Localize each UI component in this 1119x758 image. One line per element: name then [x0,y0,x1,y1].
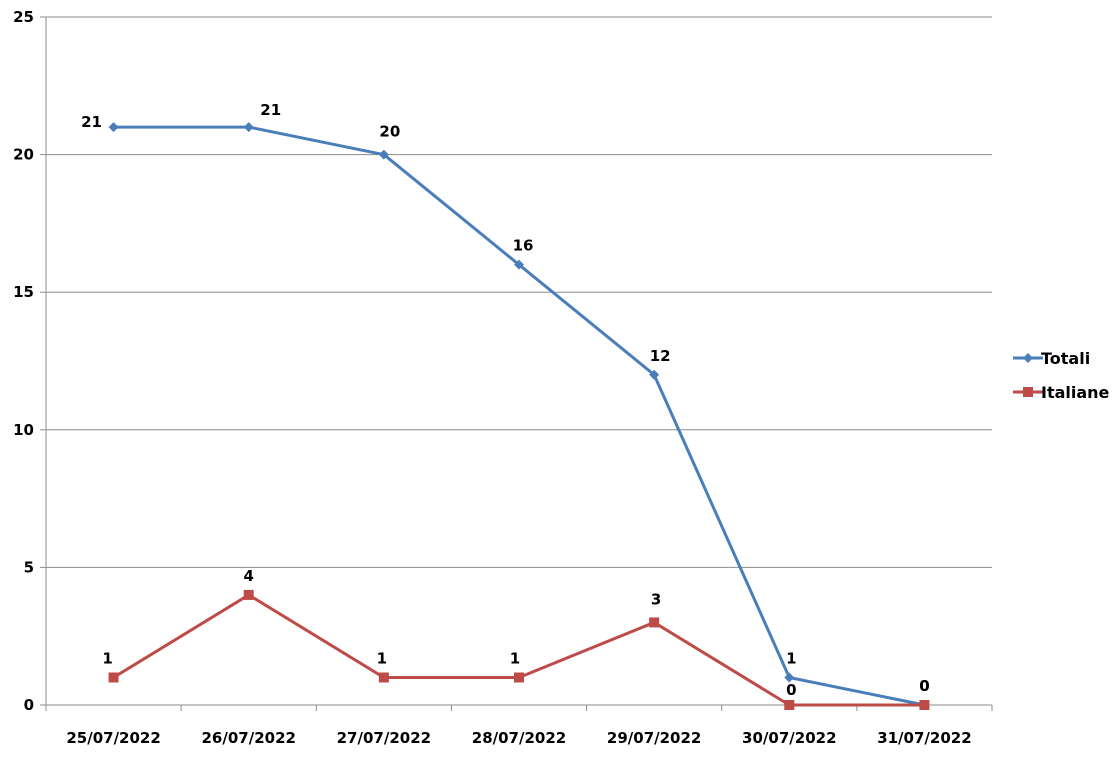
point-totali-0 [108,122,119,133]
y-tick-label-10: 10 [13,421,34,439]
legend-marker-italiane [1023,387,1033,397]
legend: Totali Italiane [1013,349,1110,402]
data-label-italiane-0: 1 [102,649,112,667]
point-italiane-2 [378,672,389,683]
data-label-totali-6: 0 [919,677,929,695]
x-tick-label-1: 26/07/2022 [201,729,295,747]
point-totali-4 [649,369,660,380]
point-totali-3 [514,259,524,270]
y-tick-label-5: 5 [24,558,34,576]
y-tick-label-15: 15 [13,283,34,301]
x-tick-label-5: 30/07/2022 [742,729,836,747]
data-label-totali-5: 1 [786,649,796,667]
x-tick-label-3: 28/07/2022 [472,729,566,747]
point-italiane-1 [243,589,254,600]
y-tick-label-25: 25 [13,8,34,26]
series-lines [108,122,930,710]
x-tick-label-6: 31/07/2022 [877,729,971,747]
point-italiane-4 [649,617,660,628]
point-italiane-3 [514,672,524,683]
point-totali-5 [784,672,795,683]
data-label-totali-2: 20 [379,123,400,141]
legend-label-totali: Totali [1041,349,1090,368]
data-label-italiane-5: 0 [786,681,796,699]
x-tick-label-2: 27/07/2022 [337,729,431,747]
data-label-italiane-2: 1 [377,649,387,667]
point-totali-2 [378,149,389,160]
data-label-italiane-1: 4 [243,567,253,585]
x-tick-label-4: 29/07/2022 [607,729,701,747]
data-label-italiane-4: 3 [651,590,661,608]
legend-marker-totali [1023,353,1033,363]
point-italiane-0 [108,672,119,683]
x-tick-label-0: 25/07/2022 [66,729,160,747]
point-italiane-5 [784,700,795,710]
data-label-totali-1: 21 [260,101,281,119]
data-label-italiane-3: 1 [510,649,520,667]
y-tick-label-20: 20 [13,146,34,164]
data-label-totali-4: 12 [650,347,671,365]
data-label-totali-3: 16 [513,237,534,255]
point-italiane-6 [919,700,930,710]
y-tick-label-0: 0 [24,696,34,714]
data-label-totali-0: 21 [81,113,102,131]
series-line-totali [113,125,925,707]
grid-lines [46,16,992,568]
point-totali-1 [243,122,254,133]
legend-label-italiane: Italiane [1041,383,1110,402]
data-label-italiane-6: 0 [919,677,929,695]
